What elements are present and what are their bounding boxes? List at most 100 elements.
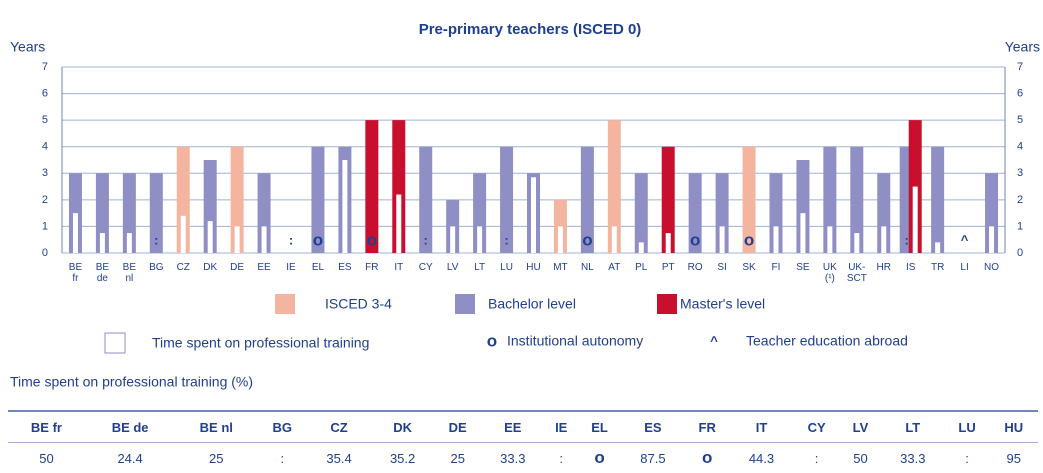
y-axis-label: Years: [10, 39, 45, 55]
chart-title: Pre-primary teachers (ISCED 0): [419, 21, 642, 38]
legend-swatch: [657, 294, 677, 314]
table-header: EL: [578, 411, 621, 443]
y2-tick-label: 6: [1017, 87, 1023, 99]
table-header: BE de: [85, 411, 175, 443]
table-cell: 35.4: [307, 443, 371, 473]
table-header: DE: [434, 411, 481, 443]
marker: o: [744, 230, 754, 249]
y-tick-label: 3: [42, 167, 48, 179]
table-cell: :: [793, 443, 840, 473]
training-bar: [800, 213, 805, 253]
table-cell: 44.3: [730, 443, 794, 473]
marker: :: [424, 232, 428, 247]
table-header: CY: [793, 411, 840, 443]
table-cell: o: [578, 443, 621, 473]
table-cell: 24.4: [85, 443, 175, 473]
table-header: LV: [840, 411, 881, 443]
training-bar: [181, 216, 186, 253]
training-bar: [720, 226, 725, 253]
legend-swatch: [105, 333, 125, 353]
x-tick-label: SE: [791, 262, 815, 273]
x-tick-label: ES: [333, 262, 357, 273]
training-bar: [666, 233, 671, 253]
table-cell: 33.3: [881, 443, 945, 473]
x-tick-label: IS: [899, 262, 923, 273]
training-bar: [881, 226, 886, 253]
x-tick-label: DE: [225, 262, 249, 273]
legend-label: Institutional autonomy: [507, 333, 643, 349]
x-tick-label: IE: [279, 262, 303, 273]
x-tick-label: EL: [306, 262, 330, 273]
training-bar: [612, 226, 617, 253]
y2-tick-label: 1: [1017, 220, 1023, 232]
table-cell: 50: [8, 443, 85, 473]
x-tick-label: PT: [656, 262, 680, 273]
training-bar: [639, 242, 644, 253]
x-tick-label: FR: [360, 262, 384, 273]
table-cell: 87.5: [621, 443, 685, 473]
y-tick-label: 2: [42, 194, 48, 206]
legend-symbol: ^: [710, 333, 718, 348]
table-cell: :: [945, 443, 990, 473]
x-tick-label: EE: [252, 262, 276, 273]
table-header: HU: [990, 411, 1038, 443]
x-tick-label: CZ: [171, 262, 195, 273]
marker: :: [289, 232, 293, 247]
training-bar: [477, 226, 482, 253]
legend-swatch: [275, 294, 295, 314]
table-header: LU: [945, 411, 990, 443]
x-tick-label: CY: [414, 262, 438, 273]
x-tick-label: HU: [522, 262, 546, 273]
table-header: BE nl: [175, 411, 257, 443]
training-bar: [773, 226, 778, 253]
x-tick-label: MT: [548, 262, 572, 273]
table-header: FR: [685, 411, 730, 443]
training-bar: [935, 242, 940, 253]
marker: o: [690, 230, 700, 249]
training-bar: [396, 195, 401, 253]
y-tick-label: 4: [42, 141, 48, 153]
marker: o: [582, 230, 592, 249]
marker: :: [154, 232, 158, 247]
x-tick-label: BG: [144, 262, 168, 273]
table-header: EE: [481, 411, 545, 443]
y-tick-label: 7: [42, 61, 48, 73]
marker: o: [313, 230, 323, 249]
table-cell: :: [257, 443, 307, 473]
x-tick-label: LI: [953, 262, 977, 273]
x-tick-label: NO: [980, 262, 1004, 273]
x-tick-label: HR: [872, 262, 896, 273]
x-tick-label: FI: [764, 262, 788, 273]
x-tick-label: LT: [468, 262, 492, 273]
table-header: BE fr: [8, 411, 85, 443]
x-tick-label: RO: [683, 262, 707, 273]
x-tick-label: SI: [710, 262, 734, 273]
training-bar: [531, 177, 536, 253]
x-tick-label: UK (¹): [818, 262, 842, 284]
training-bar: [827, 226, 832, 253]
legend-swatch: [455, 294, 475, 314]
training-bar: [127, 233, 132, 253]
table-header: IT: [730, 411, 794, 443]
x-tick-label: TR: [926, 262, 950, 273]
marker: o: [367, 230, 377, 249]
marker: :: [905, 232, 909, 247]
legend-label: Time spent on professional training: [152, 335, 369, 351]
legend-label: Master's level: [680, 296, 765, 312]
y-tick-label: 1: [42, 220, 48, 232]
x-tick-label: LV: [441, 262, 465, 273]
table-header: ES: [621, 411, 685, 443]
x-tick-label: IT: [387, 262, 411, 273]
table-header: CZ: [307, 411, 371, 443]
x-tick-label: AT: [602, 262, 626, 273]
table-header: LT: [881, 411, 945, 443]
training-bar: [262, 226, 267, 253]
y-tick-label: 6: [42, 87, 48, 99]
y-tick-label: 0: [42, 247, 48, 259]
x-tick-label: LU: [495, 262, 519, 273]
bar: [635, 173, 648, 253]
legend-label: Teacher education abroad: [746, 333, 908, 349]
x-tick-label: BE nl: [117, 262, 141, 284]
